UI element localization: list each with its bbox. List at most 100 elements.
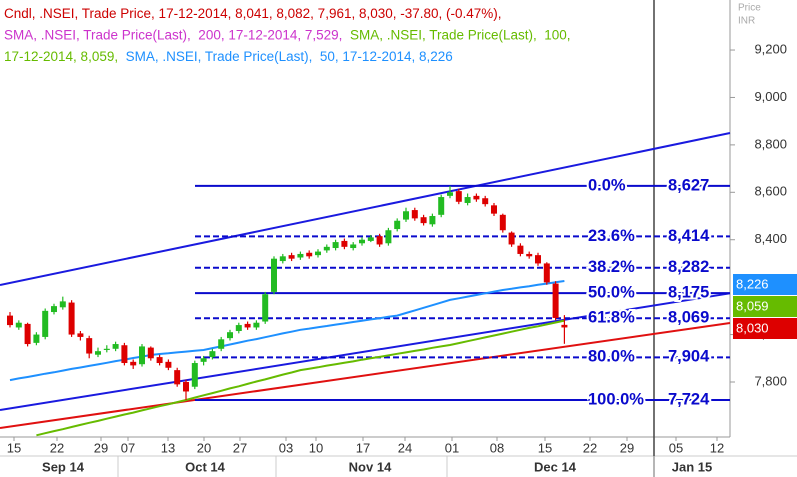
candle-body — [323, 246, 330, 251]
candle-body — [15, 322, 22, 328]
candle-body — [394, 220, 401, 230]
candle-body — [332, 242, 339, 249]
candle-body — [526, 253, 533, 257]
price-badge-label: 8,030 — [736, 320, 769, 335]
candle-body — [253, 322, 260, 328]
fib-value-label: 7,724 — [668, 390, 710, 408]
candle-body — [279, 256, 286, 262]
candle-body — [535, 255, 541, 264]
candle-body — [543, 263, 550, 283]
candle-body — [499, 214, 506, 231]
trend-line — [0, 321, 731, 429]
legend-entry: SMA, .NSEI, Trade Price(Last), 100, — [342, 27, 570, 42]
candle-body — [491, 205, 497, 214]
x-tick-label: 29 — [94, 440, 108, 455]
y-label: Price — [738, 3, 761, 14]
price-badge-label: 8,226 — [736, 276, 769, 291]
y-tick-label: 7,800 — [754, 373, 787, 388]
sma-line — [36, 319, 565, 437]
x-tick-label: 20 — [197, 440, 211, 455]
x-tick-label: 22 — [50, 440, 64, 455]
candle-body — [174, 370, 181, 385]
candle-body — [455, 191, 462, 202]
candle-body — [297, 253, 304, 258]
x-group-label: Dec 14 — [534, 459, 577, 474]
candle-body — [359, 239, 365, 244]
x-tick-label: 27 — [233, 440, 247, 455]
candle-body — [429, 216, 436, 225]
candle-body — [191, 363, 198, 387]
fib-label: 38.2% — [588, 258, 635, 276]
fib-label: 80.0% — [588, 348, 635, 366]
legend-entry: SMA, .NSEI, Trade Price(Last), 50, 17-12… — [118, 49, 453, 64]
sma-line — [9, 280, 565, 382]
x-group-label: Jan 15 — [672, 459, 712, 474]
x-group-label: Sep 14 — [42, 459, 85, 474]
candle-body — [139, 346, 145, 365]
price-badge — [733, 318, 797, 339]
price-badge-label: 8,059 — [736, 298, 769, 313]
candle-body — [165, 361, 172, 368]
fib-label: 50.0% — [588, 283, 635, 301]
candle-body — [315, 251, 321, 256]
x-group-label: Oct 14 — [185, 459, 226, 474]
fib-label: 0.0% — [588, 176, 626, 194]
candle-body — [218, 339, 225, 349]
candle-body — [350, 244, 357, 249]
x-tick-label: 15 — [538, 440, 552, 455]
candle-body — [517, 245, 524, 254]
candle-body — [130, 361, 137, 366]
candle-body — [209, 351, 216, 358]
candle-body — [42, 310, 49, 337]
candle-body — [121, 345, 128, 364]
candle-body — [183, 381, 189, 392]
legend-entry: SMA, .NSEI, Trade Price(Last), 200, 17-1… — [4, 27, 342, 42]
candle-body — [262, 294, 269, 322]
y-tick-label: 8,400 — [754, 231, 787, 246]
candle-body — [86, 338, 93, 354]
candle-body — [464, 197, 471, 203]
fib-label: 61.8% — [588, 309, 635, 327]
overlay: Cndl, .NSEI, Trade Price, 17-12-2014, 8,… — [4, 6, 797, 410]
candle-body — [24, 323, 31, 345]
candle-body — [306, 252, 313, 257]
fib-value-label: 8,282 — [668, 258, 709, 276]
x-tick-label: 05 — [669, 440, 683, 455]
candle-body — [438, 197, 445, 215]
trend-line — [0, 132, 731, 286]
y-tick-label: 8,600 — [754, 184, 787, 199]
fib-value-label: 8,414 — [668, 227, 710, 245]
candle-body — [227, 332, 233, 339]
candle-body — [482, 198, 489, 205]
candle-body — [95, 351, 101, 355]
x-tick-label: 07 — [121, 440, 135, 455]
x-tick-label: 03 — [279, 440, 293, 455]
legend-line: Cndl, .NSEI, Trade Price, 17-12-2014, 8,… — [4, 6, 502, 21]
x-tick-label: 10 — [309, 440, 323, 455]
trend-line — [0, 292, 731, 411]
price-badge — [733, 274, 797, 295]
candle-body — [271, 258, 277, 292]
candle-body — [156, 357, 163, 364]
legend-line: 17-12-2014, 8,059, SMA, .NSEI, Trade Pri… — [4, 49, 453, 64]
x-tick-label: 12 — [710, 440, 724, 455]
candle-body — [112, 344, 119, 349]
candle-body — [147, 347, 154, 359]
candle-body — [411, 210, 418, 219]
candle-body — [403, 211, 409, 220]
x-group-label: Nov 14 — [349, 459, 392, 474]
candle-body — [200, 358, 207, 362]
candle-body — [552, 283, 559, 318]
fib-value-label: 8,627 — [668, 176, 709, 194]
fib-value-label: 8,069 — [668, 309, 709, 327]
candle-body — [341, 240, 348, 247]
candle-body — [244, 323, 251, 328]
candle-body — [235, 325, 242, 332]
candle-body — [51, 306, 57, 313]
legend-entry: 17-12-2014, 8,059, — [4, 49, 118, 64]
candle-body — [103, 348, 110, 350]
fib-value-label: 7,904 — [668, 348, 710, 366]
y-tick-label: 9,000 — [754, 89, 787, 104]
